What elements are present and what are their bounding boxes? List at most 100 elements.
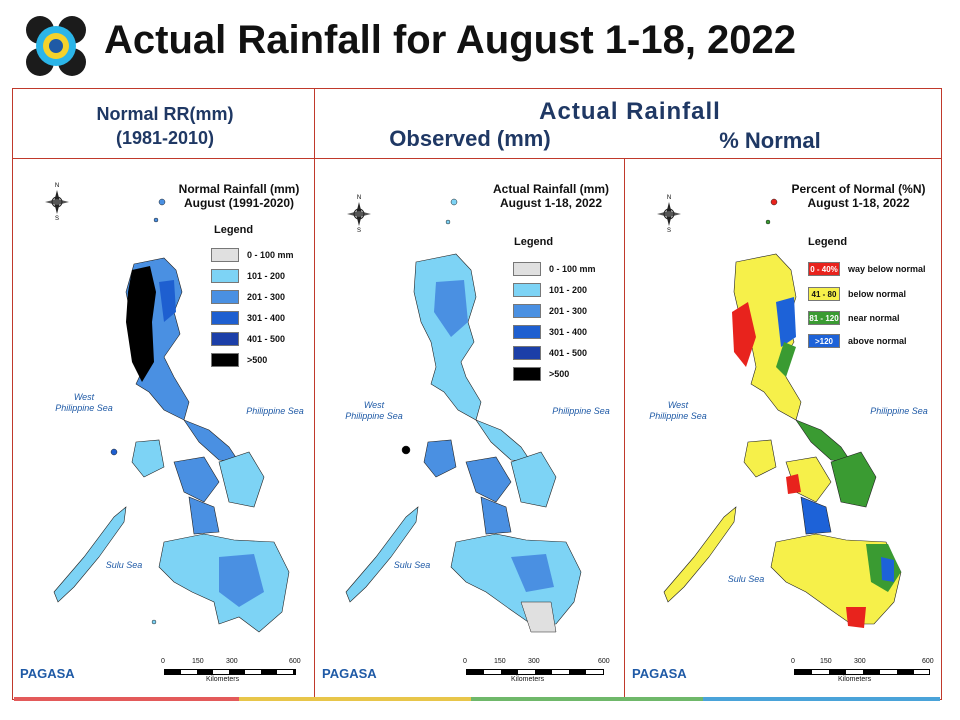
map-title-line1: Percent of Normal (%N) xyxy=(791,182,926,196)
divider-1 xyxy=(314,88,315,700)
compass-icon: N S xyxy=(347,195,371,232)
legend-label: 101 - 200 xyxy=(549,285,588,295)
legend-item: 101 - 200 xyxy=(211,269,285,283)
philippines-map-percent xyxy=(663,198,902,628)
legend-label: 201 - 300 xyxy=(247,292,286,302)
scale-bar xyxy=(164,669,296,675)
scale-tick: 0 xyxy=(161,658,165,665)
scale-tick: 300 xyxy=(528,658,540,665)
sea-west-line1: West xyxy=(667,400,689,410)
compass-icon: N S xyxy=(657,195,681,232)
legend-title: Legend xyxy=(214,224,254,236)
legend-label: >500 xyxy=(247,355,268,365)
legend-item: 0 - 100 mm xyxy=(513,262,596,276)
percent-header: % Normal xyxy=(719,128,821,153)
footer-strip-blue xyxy=(703,697,940,701)
compass-s: S xyxy=(357,228,361,232)
legend-title: Legend xyxy=(514,236,554,248)
scale-tick: 0 xyxy=(463,658,467,665)
legend-item: >120 above normal xyxy=(808,334,907,348)
legend-item: >500 xyxy=(211,353,267,367)
scale-bar xyxy=(794,669,930,675)
philippines-map-actual xyxy=(345,198,582,633)
map-title-line1: Normal Rainfall (mm) xyxy=(178,182,300,196)
legend-item: 81 - 120 near normal xyxy=(808,311,900,325)
legend-label: way below normal xyxy=(848,264,926,274)
legend-item: 0 - 40% way below normal xyxy=(808,262,926,276)
sea-label-east: Philippine Sea xyxy=(246,406,304,416)
sea-label-south: Sulu Sea xyxy=(393,560,431,570)
legend-item: 201 - 300 xyxy=(211,290,285,304)
scale-unit: Kilometers xyxy=(838,676,872,683)
scale-tick: 0 xyxy=(791,658,795,665)
scale-tick: 600 xyxy=(598,658,610,665)
scale-tick: 150 xyxy=(820,658,832,665)
divider-2 xyxy=(624,158,625,700)
pagasa-logo: PAGASA xyxy=(322,666,377,681)
legend-item: 401 - 500 xyxy=(513,346,587,360)
legend-box: 0 - 40% xyxy=(808,262,840,276)
scale-tick: 300 xyxy=(854,658,866,665)
map-title-line1: Actual Rainfall (mm) xyxy=(492,182,609,196)
scale-tick: 600 xyxy=(289,658,301,665)
legend-label: >500 xyxy=(549,369,570,379)
sea-west-line2: Philippine Sea xyxy=(649,411,707,421)
legend-item: 301 - 400 xyxy=(513,325,587,339)
sea-label-east: Philippine Sea xyxy=(552,406,610,416)
legend-item: 201 - 300 xyxy=(513,304,587,318)
map-title-line2: August 1-18, 2022 xyxy=(499,196,603,210)
scale-tick: 150 xyxy=(494,658,506,665)
header-divider xyxy=(12,158,942,159)
legend-label: 301 - 400 xyxy=(549,327,588,337)
legend-item: 301 - 400 xyxy=(211,311,285,325)
pagasa-logo: PAGASA xyxy=(632,666,687,681)
legend-label: 201 - 300 xyxy=(549,306,588,316)
map-title-3: Percent of Normal (%N) August 1-18, 2022 xyxy=(786,182,931,210)
page-title: Actual Rainfall for August 1-18, 2022 xyxy=(104,18,797,62)
map-title-1: Normal Rainfall (mm) August (1991-2020) xyxy=(174,182,304,210)
legend-item: 0 - 100 mm xyxy=(211,248,294,262)
sea-label-south: Sulu Sea xyxy=(105,560,143,570)
sea-west-line1: West xyxy=(73,392,95,402)
compass-s: S xyxy=(55,216,59,220)
footer-strip-green xyxy=(471,697,703,701)
legend-item: 101 - 200 xyxy=(513,283,587,297)
normal-period: (1981-2010) xyxy=(115,128,215,148)
sea-label-south: Sulu Sea xyxy=(727,574,765,584)
legend-box: 81 - 120 xyxy=(808,311,840,325)
scale-tick: 600 xyxy=(922,658,934,665)
footer-strip-yellow xyxy=(239,697,471,701)
sea-west-line1: West xyxy=(363,400,385,410)
legend-box: >120 xyxy=(808,334,840,348)
legend-label: above normal xyxy=(848,336,907,346)
observed-header: Observed (mm) xyxy=(389,126,551,151)
scale-bar xyxy=(466,669,604,675)
sea-label-west: West Philippine Sea xyxy=(638,400,718,422)
map-title-2: Actual Rainfall (mm) August 1-18, 2022 xyxy=(486,182,616,210)
normal-rainfall-map-panel: N S Normal Rainfall (mm) August (1991-20… xyxy=(14,162,313,698)
scale-unit: Kilometers xyxy=(206,676,240,683)
scale-unit: Kilometers xyxy=(511,676,545,683)
legend-label: near normal xyxy=(848,313,900,323)
compass-n: N xyxy=(667,195,671,201)
sea-west-line2: Philippine Sea xyxy=(345,411,403,421)
normal-header: Normal RR(mm) xyxy=(96,104,234,124)
philippines-map-normal xyxy=(53,198,290,633)
pagasa-logo: PAGASA xyxy=(20,666,75,681)
compass-n: N xyxy=(357,195,361,201)
legend-title: Legend xyxy=(808,236,848,248)
legend-label: 401 - 500 xyxy=(247,334,286,344)
dost-logo-icon xyxy=(24,14,88,78)
legend-label: below normal xyxy=(848,289,907,299)
scale-tick: 150 xyxy=(192,658,204,665)
map-title-line2: August 1-18, 2022 xyxy=(807,196,910,210)
actual-header: Actual Rainfall xyxy=(539,98,721,125)
footer-strip-red xyxy=(14,697,239,701)
compass-icon: N S xyxy=(45,183,69,220)
legend-item: 401 - 500 xyxy=(211,332,285,346)
legend-label: 0 - 100 mm xyxy=(549,264,596,274)
legend-box: 41 - 80 xyxy=(808,287,840,301)
sea-label-east: Philippine Sea xyxy=(870,406,928,416)
compass-n: N xyxy=(55,183,59,189)
percent-normal-map-panel: N S Percent of Normal (%N) August 1-18, … xyxy=(626,162,940,698)
